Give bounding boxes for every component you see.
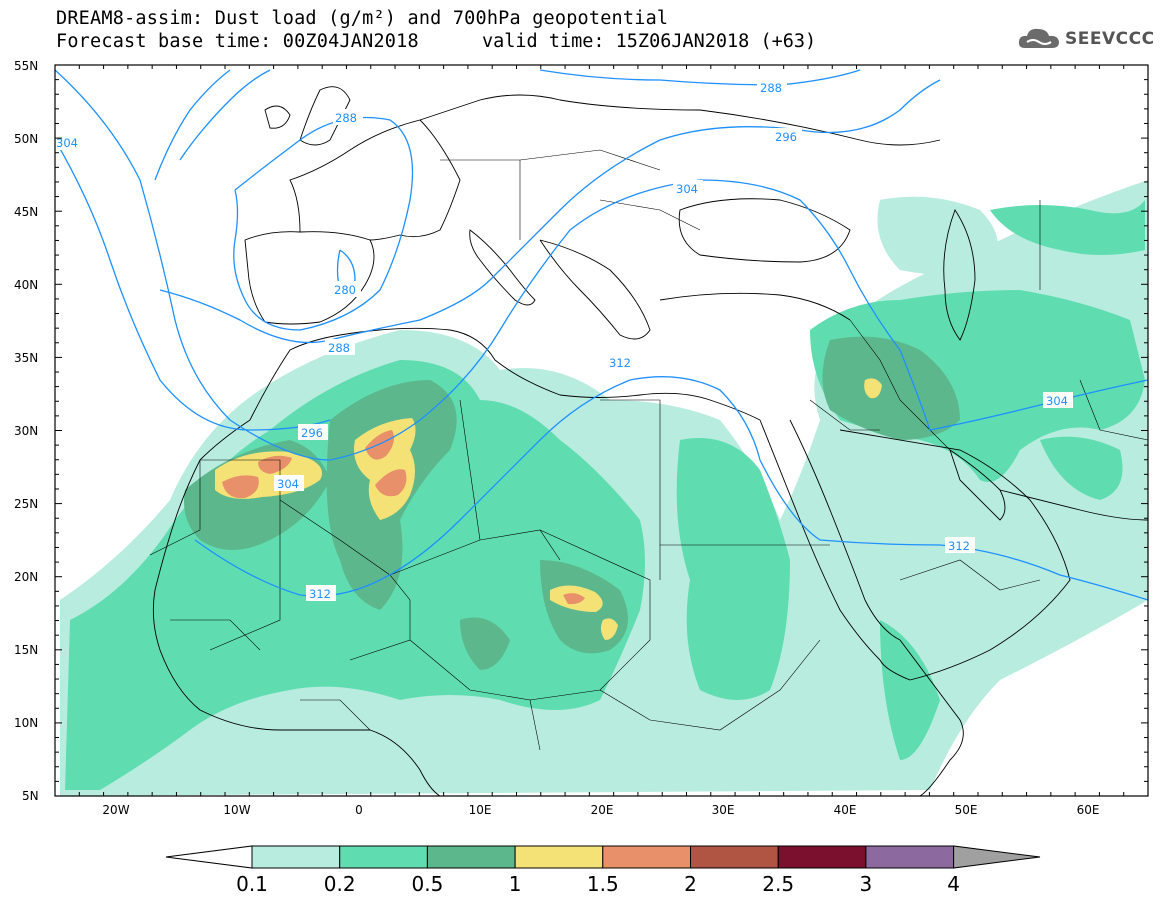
colorbar-segment xyxy=(865,845,955,869)
lat-label: 15N xyxy=(14,643,38,657)
lat-label: 25N xyxy=(14,497,38,511)
colorbar-segment xyxy=(426,845,516,869)
colorbar-segment xyxy=(690,845,779,869)
colorbar xyxy=(165,845,1041,869)
lon-label: 20E xyxy=(591,803,614,817)
contour-label: 304 xyxy=(1046,394,1068,408)
latitude-labels: 55N 50N 45N 40N 35N 30N 25N 20N 15N 10N … xyxy=(14,59,39,803)
colorbar-label: 1.5 xyxy=(586,872,619,896)
dust-shading xyxy=(60,180,1148,796)
lon-label: 30E xyxy=(712,803,735,817)
colorbar-label: 0.2 xyxy=(323,872,356,896)
colorbar-label: 0.5 xyxy=(411,872,444,896)
contour-label: 312 xyxy=(309,587,331,601)
lon-label: 10W xyxy=(223,803,250,817)
contour-label: 304 xyxy=(676,182,698,196)
lon-label: 40E xyxy=(834,803,857,817)
colorbar-label: 4 xyxy=(947,872,960,896)
contour-labels: 288 304 288 296 304 280 288 312 296 304 … xyxy=(55,79,1073,601)
colorbar-segment xyxy=(251,845,341,869)
colorbar-segment xyxy=(602,845,691,869)
lat-label: 10N xyxy=(14,716,38,730)
valid-time: valid time: 15Z06JAN2018 (+63) xyxy=(482,31,817,52)
contour-label: 296 xyxy=(301,426,323,440)
axis-ticks xyxy=(54,64,1149,797)
colorbar-label: 3 xyxy=(859,872,873,896)
lat-label: 20N xyxy=(14,570,38,584)
forecast-base-time: Forecast base time: 00Z04JAN2018 xyxy=(56,31,419,52)
colorbar-label: 0.1 xyxy=(236,872,268,896)
lon-label: 60E xyxy=(1077,803,1100,817)
contour-label: 280 xyxy=(334,283,356,297)
lat-label: 55N xyxy=(14,59,38,73)
lat-label: 35N xyxy=(14,351,38,365)
longitude-labels: 20W 10W 0 10E 20E 30E 40E 50E 60E xyxy=(102,803,1099,817)
lon-label: 10E xyxy=(469,803,492,817)
logo-text: SEEVCCC xyxy=(1065,29,1155,49)
colorbar-lower-arrow xyxy=(165,845,253,869)
cloud-icon xyxy=(1018,28,1059,48)
contour-label: 296 xyxy=(775,130,797,144)
contour-label: 304 xyxy=(56,136,78,150)
colorbar-label: 1 xyxy=(508,872,522,896)
contour-label: 288 xyxy=(335,111,357,125)
contour-label: 288 xyxy=(328,341,350,355)
lon-label: 20W xyxy=(102,803,129,817)
lon-label: 50E xyxy=(955,803,978,817)
colorbar-segment xyxy=(339,845,428,869)
coastlines xyxy=(152,86,1148,796)
lat-label: 30N xyxy=(14,424,38,438)
lat-label: 40N xyxy=(14,278,38,292)
seevccc-logo: SEEVCCC xyxy=(1017,24,1155,54)
colorbar-label: 2 xyxy=(684,872,697,896)
contour-label: 312 xyxy=(948,539,970,553)
colorbar-label: 2.5 xyxy=(762,872,795,896)
contour-label: 312 xyxy=(609,356,631,370)
contour-label: 304 xyxy=(277,477,299,491)
contour-label: 288 xyxy=(760,81,782,95)
country-borders xyxy=(149,149,1148,751)
lat-label: 45N xyxy=(14,205,38,219)
colorbar-upper-arrow xyxy=(953,845,1041,869)
map-title: DREAM8-assim: Dust load (g/m²) and 700hP… xyxy=(56,8,669,29)
colorbar-segment xyxy=(514,845,604,869)
lat-label: 5N xyxy=(22,789,39,803)
lat-label: 50N xyxy=(14,132,38,146)
colorbar-segment xyxy=(777,845,867,869)
lon-label: 0 xyxy=(355,803,363,817)
